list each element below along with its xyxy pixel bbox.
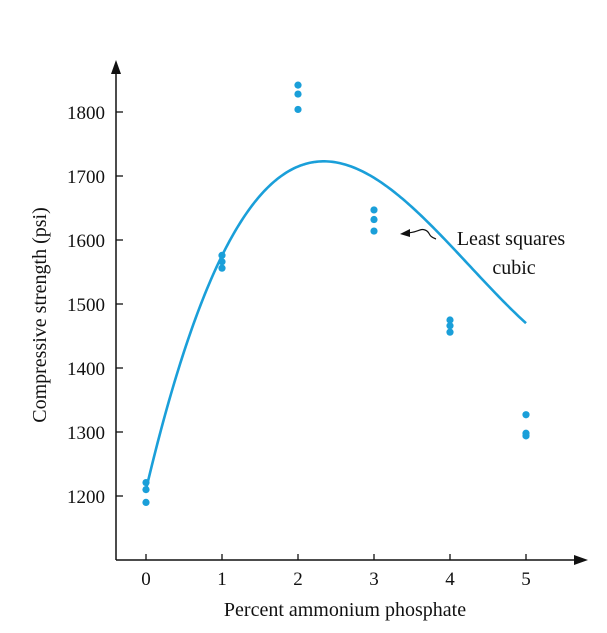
annotation-label-line2: cubic: [492, 257, 535, 279]
y-tick-label: 1200: [67, 487, 105, 508]
y-tick-label: 1600: [67, 231, 105, 252]
y-tick-label: 1400: [67, 359, 105, 380]
data-point: [370, 206, 378, 214]
x-tick-label: 2: [293, 569, 303, 590]
data-point: [370, 215, 378, 224]
axes: [111, 60, 588, 565]
data-point: [522, 411, 530, 419]
data-point: [142, 478, 150, 487]
fit-curve-line: [144, 160, 527, 490]
y-axis-arrow: [111, 60, 121, 74]
x-axis-title: Percent ammonium phosphate: [224, 599, 466, 621]
data-point: [294, 90, 302, 98]
x-tick-label: 3: [369, 569, 379, 590]
data-point: [218, 251, 226, 259]
data-point: [446, 328, 454, 336]
y-axis-title: Compressive strength (psi): [29, 207, 51, 423]
x-tick-label: 4: [445, 569, 455, 590]
y-ticks: 1200 1300 1400 1500 1600 1700 1800: [67, 103, 123, 508]
x-tick-label: 5: [521, 569, 531, 590]
annotation-leader: [404, 228, 437, 240]
x-ticks: 0 1 2 3 4 5: [141, 554, 531, 590]
data-point: [218, 264, 226, 272]
data-point: [142, 498, 150, 506]
data-point: [294, 81, 302, 89]
data-points: [142, 81, 530, 506]
y-tick-label: 1800: [67, 103, 105, 124]
x-tick-label: 1: [217, 569, 227, 590]
data-point: [294, 105, 302, 114]
data-point: [218, 258, 226, 266]
fit-annotation: Least squares cubic: [400, 228, 565, 279]
data-point: [446, 322, 454, 330]
x-axis-arrow: [574, 555, 588, 565]
data-point: [370, 227, 378, 235]
data-point: [142, 486, 150, 494]
y-tick-label: 1700: [67, 167, 105, 188]
data-point: [522, 432, 530, 440]
data-point: [446, 316, 454, 324]
x-tick-label: 0: [141, 569, 151, 590]
y-tick-label: 1500: [67, 295, 105, 316]
y-tick-label: 1300: [67, 423, 105, 444]
annotation-label-line1: Least squares: [457, 228, 566, 250]
annotation-arrowhead: [400, 229, 410, 237]
